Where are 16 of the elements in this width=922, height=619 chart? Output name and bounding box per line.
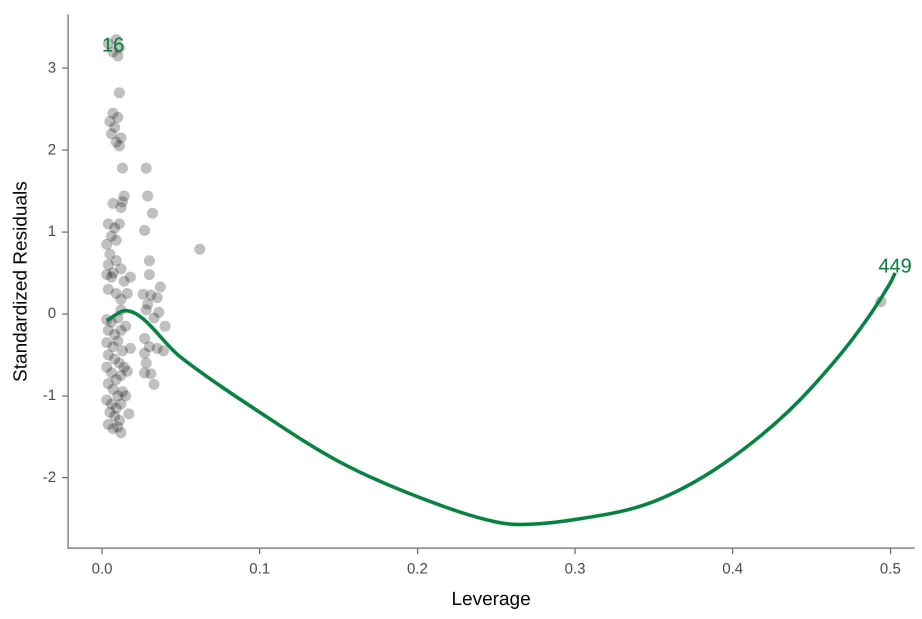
y-tick-label: 0 [48,305,56,322]
y-tick-label: 2 [48,141,56,158]
x-axis-title: Leverage [451,588,531,610]
x-tick-label: 0.4 [722,560,744,578]
x-tick-label: 0.3 [564,560,586,578]
x-tick-label: 0.5 [880,560,901,578]
annotation: 449 [878,256,912,278]
x-tick-label: 0.2 [406,560,428,578]
y-tick-label: -2 [42,468,56,486]
annotation: 16 [102,34,124,56]
y-tick-label: -1 [42,387,56,404]
x-tick-label: 0.0 [92,560,112,578]
y-tick-label: 1 [48,223,56,240]
y-axis-title: Standardized Residuals [10,181,32,382]
x-tick-label: 0.1 [249,560,270,578]
y-tick-label: 3 [48,59,56,76]
